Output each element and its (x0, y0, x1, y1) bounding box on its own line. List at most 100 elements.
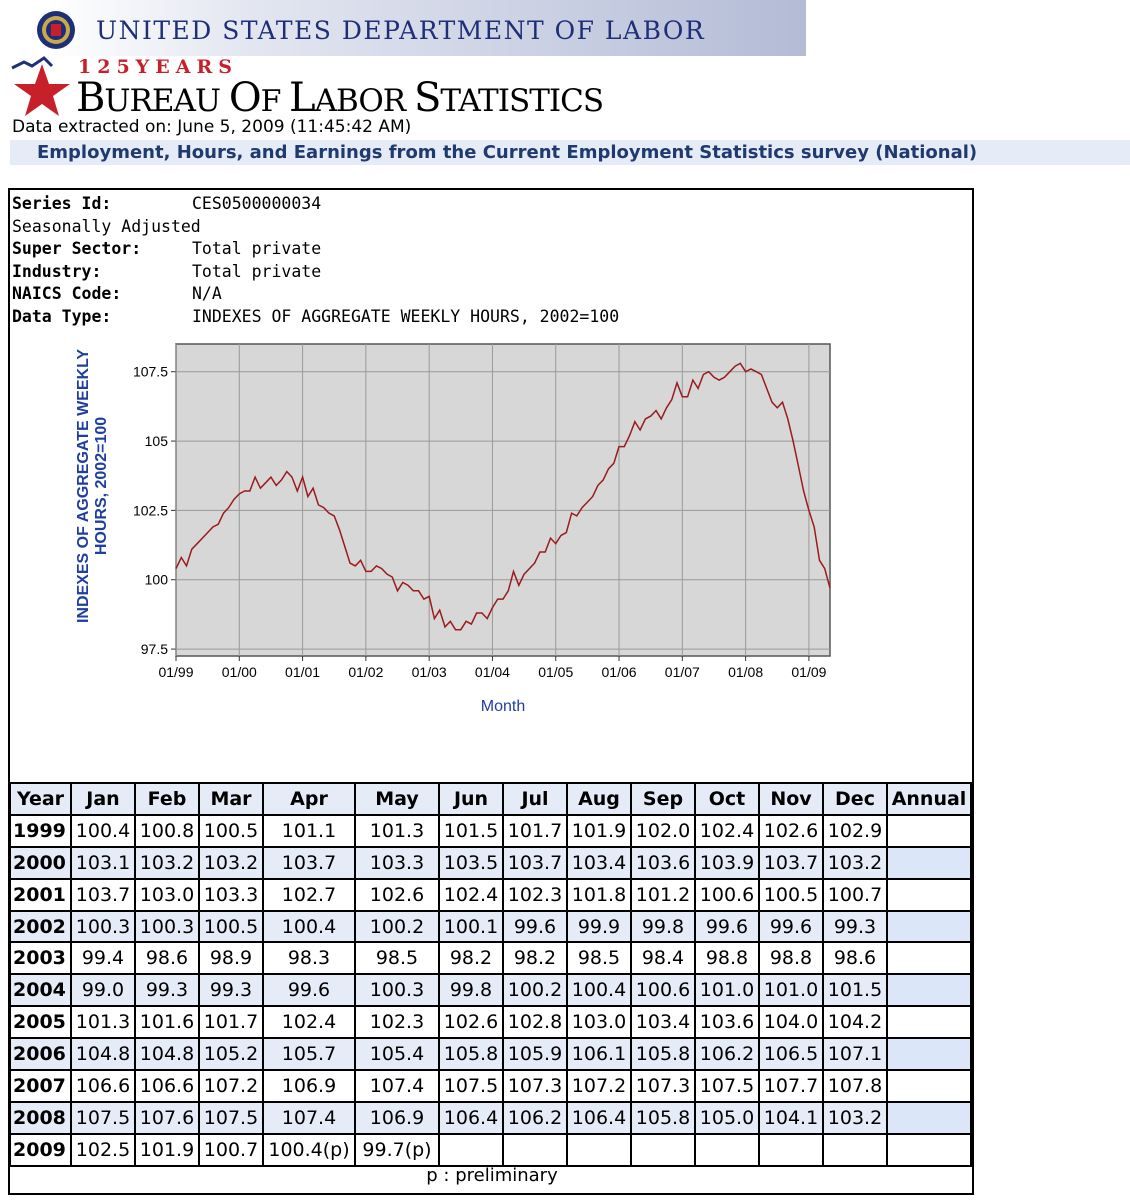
value-cell: 98.6 (134, 941, 200, 976)
value-cell: 100.5 (198, 909, 264, 944)
value-cell: 105.8 (630, 1037, 696, 1072)
value-cell (438, 1132, 504, 1167)
value-cell: 100.4(p) (262, 1132, 356, 1167)
value-cell: 103.6 (630, 845, 696, 880)
year-cell: 2008 (9, 1100, 72, 1135)
value-cell: 106.4 (566, 1100, 632, 1135)
value-cell: 101.0 (758, 973, 824, 1008)
value-cell (630, 1132, 696, 1167)
series-meta-label: Seasonally Adjusted (12, 216, 201, 236)
table-row: 2008 107.5 107.6 107.5 107.4 106.9 106.4 106.2 1… (9, 1100, 972, 1135)
bls-logo-title[interactable]: BUREAU OF LABOR STATISTICS (76, 75, 604, 121)
annual-cell (886, 1100, 972, 1135)
value-cell: 99.6 (502, 909, 568, 944)
value-cell: 102.3 (502, 877, 568, 912)
value-cell: 103.2 (198, 845, 264, 880)
x-tick-label: 01/09 (791, 664, 826, 680)
annual-cell (886, 909, 972, 944)
annual-cell (886, 1005, 972, 1040)
value-cell: 101.5 (822, 973, 888, 1008)
annual-cell (886, 877, 972, 912)
value-cell: 107.2 (198, 1069, 264, 1103)
series-line (175, 362, 831, 631)
agency-name[interactable]: UNITED STATES DEPARTMENT OF LABOR (96, 16, 706, 45)
value-cell: 101.8 (566, 877, 632, 912)
value-cell (566, 1132, 632, 1167)
value-cell: 102.6 (438, 1005, 504, 1040)
value-cell: 99.3 (134, 973, 200, 1008)
y-tick-label: 107.5 (133, 364, 168, 380)
x-tick-label: 01/05 (538, 664, 573, 680)
value-cell: 102.5 (70, 1132, 136, 1167)
value-cell: 107.4 (262, 1100, 356, 1135)
column-header: Jan (70, 782, 136, 816)
value-cell: 101.7 (198, 1005, 264, 1040)
series-meta-value: N/A (192, 284, 222, 304)
value-cell: 101.9 (566, 813, 632, 848)
x-tick-label: 01/02 (348, 664, 383, 680)
value-cell: 104.1 (758, 1100, 824, 1135)
value-cell: 98.2 (502, 941, 568, 976)
value-cell: 98.9 (198, 941, 264, 976)
value-cell: 105.2 (198, 1037, 264, 1072)
value-cell: 103.2 (134, 845, 200, 880)
value-cell: 103.7 (758, 845, 824, 880)
value-cell: 106.5 (758, 1037, 824, 1072)
value-cell: 106.1 (566, 1037, 632, 1072)
value-cell: 101.0 (694, 973, 760, 1008)
value-cell: 98.4 (630, 941, 696, 976)
value-cell: 100.7 (822, 877, 888, 912)
year-cell: 2000 (9, 845, 72, 880)
value-cell: 98.6 (822, 941, 888, 976)
year-cell: 2004 (9, 973, 72, 1008)
value-cell: 103.5 (438, 845, 504, 880)
value-cell: 101.9 (134, 1132, 200, 1167)
value-cell: 100.7 (198, 1132, 264, 1167)
column-header: Aug (566, 782, 632, 816)
x-tick-label: 01/03 (412, 664, 447, 680)
year-cell: 2009 (9, 1132, 72, 1167)
value-cell: 100.4 (70, 813, 136, 848)
value-cell: 107.5 (198, 1100, 264, 1135)
plot-area (175, 343, 831, 657)
column-header: Sep (630, 782, 696, 816)
annual-cell (886, 813, 972, 848)
value-cell: 99.0 (70, 973, 136, 1008)
value-cell: 98.8 (694, 941, 760, 976)
survey-title: Employment, Hours, and Earnings from the… (37, 142, 978, 163)
series-meta-value: Total private (192, 239, 322, 259)
value-cell: 99.8 (438, 973, 504, 1008)
x-tick-label: 01/08 (728, 664, 763, 680)
value-cell: 107.2 (566, 1069, 632, 1103)
value-cell: 103.4 (566, 845, 632, 880)
value-cell: 103.7 (70, 877, 136, 912)
series-meta-value: Total private (192, 261, 322, 281)
table-row: 2000 103.1 103.2 103.2 103.7 103.3 103.5 103.7 1… (9, 845, 972, 880)
value-cell: 100.6 (630, 973, 696, 1008)
value-cell: 103.2 (822, 845, 888, 880)
dol-seal-icon (37, 11, 75, 49)
value-cell: 100.6 (694, 877, 760, 912)
value-cell: 100.5 (198, 813, 264, 848)
column-header: Dec (822, 782, 888, 816)
value-cell: 98.3 (262, 941, 356, 976)
year-cell: 2002 (9, 909, 72, 944)
table-row: 2005 101.3 101.6 101.7 102.4 102.3 102.6 102.8 1… (9, 1005, 972, 1040)
table-row: 2001 103.7 103.0 103.3 102.7 102.6 102.4 102.3 1… (9, 877, 972, 912)
value-cell: 102.6 (354, 877, 440, 912)
value-cell: 100.3 (134, 909, 200, 944)
value-cell: 104.8 (70, 1037, 136, 1072)
value-cell: 99.3 (822, 909, 888, 944)
value-cell: 104.8 (134, 1037, 200, 1072)
column-header: Apr (262, 782, 356, 816)
value-cell: 105.0 (694, 1100, 760, 1135)
value-cell (694, 1132, 760, 1167)
y-axis-label: INDEXES OF AGGREGATE WEEKLY (75, 349, 92, 623)
value-cell: 102.3 (354, 1005, 440, 1040)
value-cell: 106.6 (134, 1069, 200, 1103)
y-tick-label: 105 (145, 433, 169, 449)
value-cell: 103.6 (694, 1005, 760, 1040)
x-tick-label: 01/99 (158, 664, 193, 680)
value-cell: 100.3 (354, 973, 440, 1008)
value-cell: 101.1 (262, 813, 356, 848)
